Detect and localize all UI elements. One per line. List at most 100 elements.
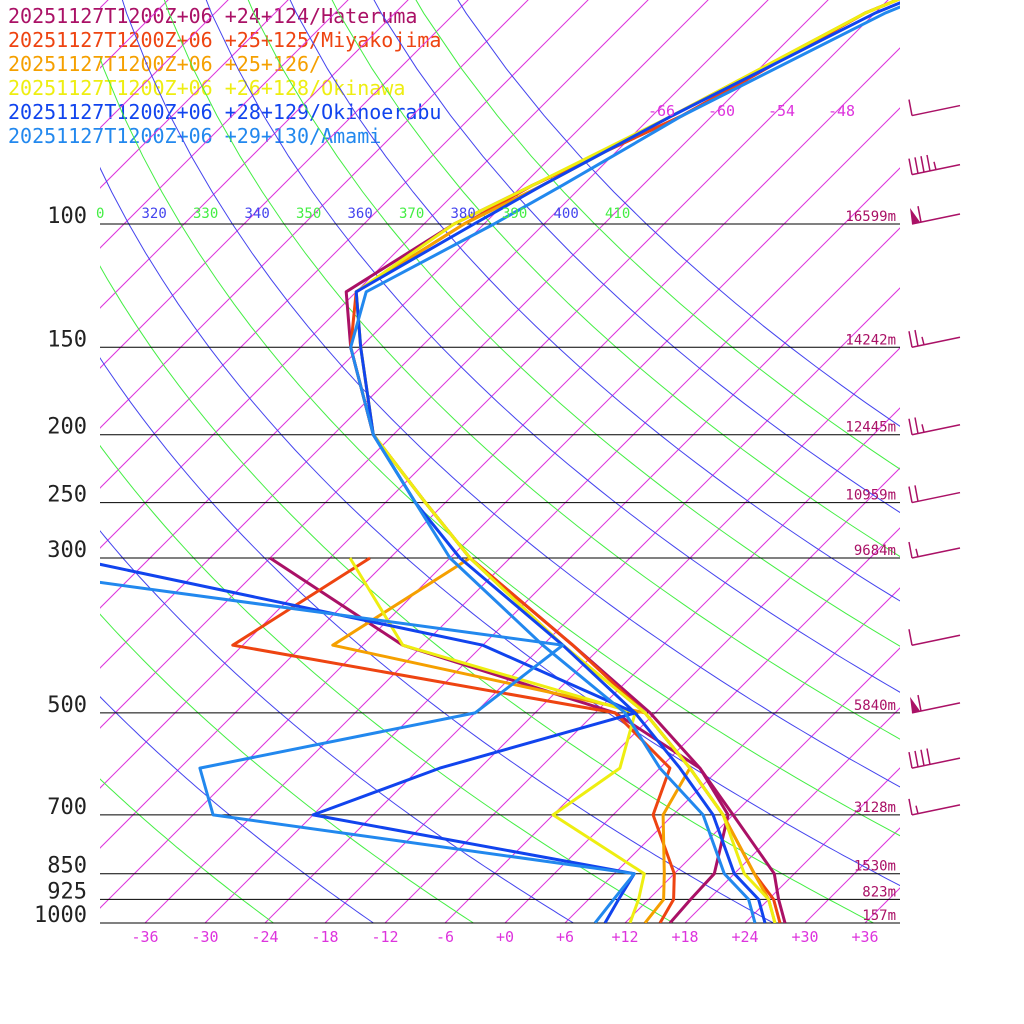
wind-barb-feather bbox=[917, 694, 922, 712]
dewpoint-line bbox=[100, 580, 636, 923]
x-tick-label: +6 bbox=[556, 928, 574, 946]
dry-adiabat-line bbox=[100, 530, 574, 923]
dry-adiabat-line bbox=[100, 444, 674, 923]
x-tick-label: +24 bbox=[731, 928, 758, 946]
x-tick-label: +0 bbox=[496, 928, 514, 946]
height-label: 14242m bbox=[845, 332, 896, 348]
height-label: 16599m bbox=[845, 209, 896, 225]
pressure-label: 250 bbox=[47, 483, 87, 508]
upper-isotherm-label: -66 bbox=[648, 102, 675, 120]
isotherm-line bbox=[0, 0, 70, 923]
isotherm-line bbox=[985, 0, 1024, 923]
isotherm-line bbox=[384, 407, 900, 923]
dry-adiabat-line bbox=[163, 0, 900, 740]
wind-barb-feather bbox=[914, 750, 919, 768]
wind-barb-staff bbox=[911, 634, 961, 646]
sounding-series bbox=[100, 0, 900, 923]
isotherm-line bbox=[264, 287, 900, 923]
wind-barb-feather bbox=[926, 154, 931, 172]
wind-barb-feather bbox=[908, 99, 913, 116]
isotherm-line bbox=[144, 167, 900, 923]
isotherm-line bbox=[100, 0, 709, 609]
wind-barb bbox=[908, 748, 961, 769]
theta-label: 320 bbox=[142, 206, 167, 222]
height-label: 823m bbox=[862, 884, 896, 900]
dry-adiabat-line bbox=[121, 0, 900, 788]
pressure-label: 1000 bbox=[34, 903, 87, 928]
dry-adiabat-line bbox=[205, 0, 900, 693]
isotherm-line bbox=[624, 647, 900, 923]
legend: 20251127T1200Z+06 +24+124/Hateruma 202511… bbox=[8, 4, 441, 148]
dewpoint-line bbox=[231, 556, 676, 923]
isotherm-line bbox=[0, 0, 130, 923]
theta-label: 360 bbox=[348, 206, 373, 222]
legend-entry: 20251127T1200Z+06 +28+129/Okinoerabu bbox=[8, 100, 442, 124]
height-label: 3128m bbox=[854, 800, 896, 816]
upper-isotherm-label: -60 bbox=[708, 102, 735, 120]
wind-barb-half-feather bbox=[933, 161, 937, 170]
wind-barb bbox=[908, 99, 961, 117]
axis-labels: 100 16599m 150 14242m 200 12445m 250 10959m 300 9… bbox=[34, 102, 896, 946]
isotherm-line bbox=[444, 467, 900, 923]
theta-label: 340 bbox=[245, 206, 270, 222]
height-label: 5840m bbox=[854, 698, 896, 714]
isotherm-line bbox=[100, 0, 529, 429]
wind-barb-staff bbox=[911, 804, 961, 816]
height-label: 9684m bbox=[854, 543, 896, 559]
isotherm-line bbox=[504, 527, 900, 923]
pressure-label: 850 bbox=[47, 854, 87, 879]
isotherm-line bbox=[684, 707, 900, 923]
x-tick-label: +18 bbox=[671, 928, 698, 946]
pressure-label: 700 bbox=[47, 795, 87, 820]
theta-label: 330 bbox=[193, 206, 218, 222]
x-tick-label: -18 bbox=[311, 928, 338, 946]
wind-barb-flag bbox=[910, 696, 920, 713]
wind-barb-staff bbox=[911, 757, 961, 769]
x-tick-label: -36 bbox=[131, 928, 158, 946]
upper-isotherm-label: -54 bbox=[768, 102, 795, 120]
dry-adiabat-line bbox=[100, 56, 900, 837]
dewpoint-line bbox=[100, 562, 637, 923]
isotherm-lines bbox=[0, 0, 1024, 923]
wind-barb-half-feather bbox=[921, 336, 925, 346]
x-tick-label: +12 bbox=[611, 928, 638, 946]
wind-barb-feather bbox=[914, 417, 919, 434]
wind-barb-staff bbox=[911, 547, 961, 559]
dry-adiabat-line bbox=[100, 166, 900, 887]
height-label: 157m bbox=[862, 908, 896, 924]
dry-adiabat-line bbox=[457, 0, 900, 427]
dry-adiabat-line bbox=[289, 0, 900, 602]
isotherm-line bbox=[100, 0, 649, 549]
wind-barb-feather bbox=[908, 798, 913, 816]
isotherm-line bbox=[100, 0, 109, 9]
dry-adiabat-line bbox=[100, 613, 474, 923]
dry-adiabat-line bbox=[373, 0, 900, 514]
wind-barb-half-feather bbox=[921, 424, 925, 433]
isotherm-line bbox=[100, 0, 889, 789]
dry-adiabat-lines bbox=[100, 0, 900, 923]
wind-barb bbox=[908, 329, 961, 349]
height-label: 10959m bbox=[845, 488, 896, 504]
wind-barb-staff bbox=[911, 491, 961, 504]
dry-adiabat-line bbox=[100, 357, 774, 923]
pressure-label: 500 bbox=[47, 693, 87, 718]
isotherm-line bbox=[100, 0, 829, 729]
isotherm-line bbox=[100, 0, 289, 189]
temperature-line bbox=[349, 0, 900, 923]
theta-label: 350 bbox=[296, 206, 321, 222]
isotherm-line bbox=[100, 107, 900, 909]
isotherm-line bbox=[100, 0, 169, 69]
isotherm-line bbox=[100, 0, 349, 249]
isotherm-line bbox=[324, 347, 900, 923]
wind-barb-half-feather bbox=[915, 805, 919, 814]
wind-barb bbox=[908, 485, 961, 504]
x-tick-label: -6 bbox=[436, 928, 454, 946]
wind-barb bbox=[908, 541, 961, 559]
wind-barb-feather bbox=[908, 751, 913, 769]
wind-barb-staff bbox=[911, 336, 961, 349]
wind-barb-feather bbox=[920, 749, 925, 766]
height-label: 12445m bbox=[845, 420, 896, 436]
wind-barb-half-feather bbox=[915, 548, 919, 557]
wind-barb-feather bbox=[914, 329, 919, 347]
pressure-label: 925 bbox=[47, 879, 87, 904]
